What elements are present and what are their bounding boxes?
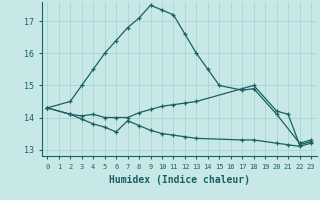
X-axis label: Humidex (Indice chaleur): Humidex (Indice chaleur): [109, 175, 250, 185]
